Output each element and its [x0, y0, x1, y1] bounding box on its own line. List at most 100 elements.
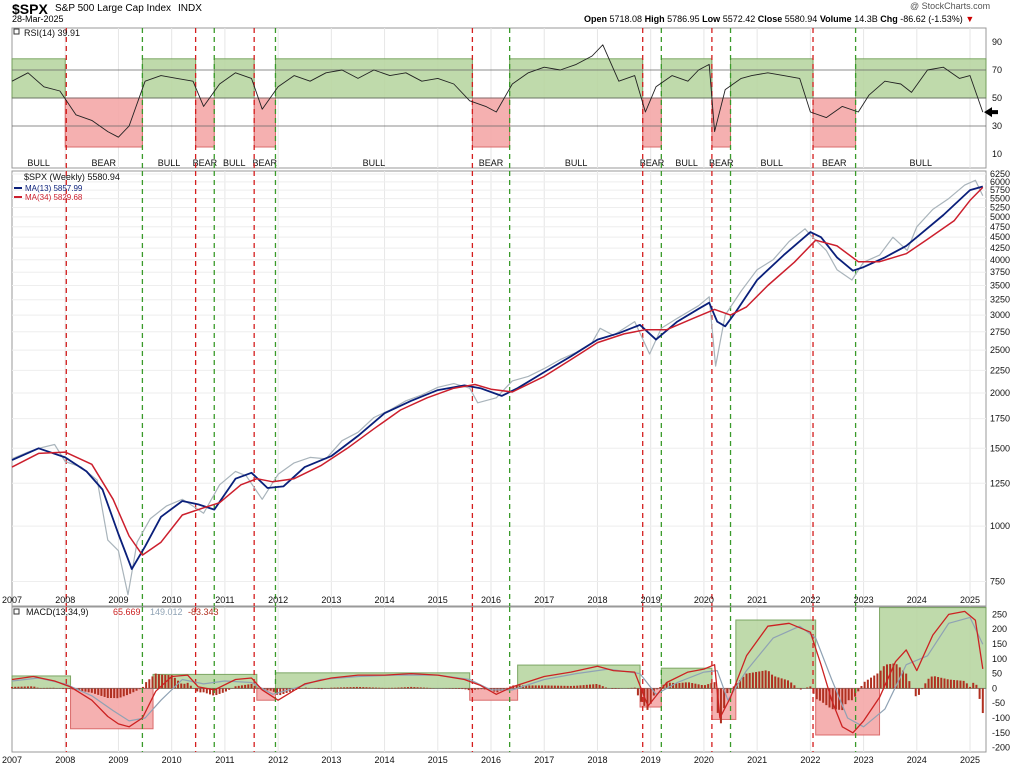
rsi-zone-bull-14 — [855, 58, 987, 99]
down-arrow-icon: ▼ — [965, 14, 975, 24]
rsi-tick-50: 50 — [992, 93, 1002, 103]
price-xtick-2009: 2009 — [108, 595, 128, 605]
macd-xtick-2022: 2022 — [800, 755, 820, 765]
price-xtick-2016: 2016 — [481, 595, 501, 605]
macd-line — [11, 610, 984, 734]
macd-legend-text: MACD(13,34,9) — [26, 607, 89, 617]
rsi-zone-label-7: BEAR — [479, 158, 504, 168]
price-xtick-2012: 2012 — [268, 595, 288, 605]
price-xtick-2023: 2023 — [854, 595, 874, 605]
watermark: @ StockCharts.com — [910, 1, 991, 11]
macd-tick--150: -150 — [992, 728, 1010, 738]
quote-bar: Open 5718.08 High 5786.95 Low 5572.42 Cl… — [584, 14, 974, 24]
exchange: INDX — [178, 3, 202, 14]
macd-tick-200: 200 — [992, 624, 1007, 634]
price-tick-3750: 3750 — [990, 267, 1010, 277]
price-xtick-2025: 2025 — [960, 595, 980, 605]
rsi-zone-bear-9 — [642, 97, 662, 148]
macd-panel: 250 200 150 100 50 0 -50 -100 -150 -200 2007 2008 20… — [2, 606, 1010, 765]
open-label: Open — [584, 14, 608, 24]
price-tick-3500: 3500 — [990, 280, 1010, 290]
macd-tick--200: -200 — [992, 743, 1010, 753]
rsi-zone-bull-2 — [141, 58, 197, 99]
rsi-legend: RSI(14) 39.91 — [13, 28, 80, 38]
price-tick-2250: 2250 — [990, 365, 1010, 375]
macd-xtick-2010: 2010 — [162, 755, 182, 765]
ma34-legend-text: MA(34) 5829.68 — [25, 193, 83, 202]
rsi-zone-bull-8 — [509, 58, 644, 99]
price-tick-4000: 4000 — [990, 255, 1010, 265]
price-tick-6250: 6250 — [990, 169, 1010, 179]
macd-tick-0: 0 — [992, 683, 997, 693]
price-legend-text: $SPX (Weekly) 5580.94 — [24, 172, 120, 182]
rsi-zone-bull-0 — [11, 58, 66, 99]
macd-tick-50: 50 — [992, 669, 1002, 679]
price-tick-2750: 2750 — [990, 327, 1010, 337]
price-tick-5250: 5250 — [990, 203, 1010, 213]
price-xtick-2024: 2024 — [907, 595, 927, 605]
price-xtick-2018: 2018 — [587, 595, 607, 605]
macd-legend-macd-value: 65.669 — [113, 607, 141, 617]
open-value: 5718.08 — [609, 14, 643, 24]
rsi-tick-30: 30 — [992, 121, 1002, 131]
price-legend: $SPX (Weekly) 5580.94 MA(13) 5857.99MA(34… — [14, 172, 120, 202]
price-tick-4750: 4750 — [990, 222, 1010, 232]
ma13-legend-text: MA(13) 5857.99 — [25, 184, 83, 193]
rsi-zone-label-12: BULL — [761, 158, 784, 168]
price-tick-5500: 5500 — [990, 194, 1010, 204]
macd-legend: MACD(13,34,9) 65.669 149.012 -83.343 — [13, 607, 219, 617]
macd-zone-positive-6 — [517, 664, 641, 689]
low-label: Low — [702, 14, 721, 24]
price-tick-5000: 5000 — [990, 212, 1010, 222]
macd-tick-100: 100 — [992, 654, 1007, 664]
rsi-zone-label-6: BULL — [363, 158, 386, 168]
rsi-legend-text: RSI(14) 39.91 — [24, 28, 80, 38]
symbol: $SPX — [12, 1, 48, 17]
high-value: 5786.95 — [667, 14, 700, 24]
rsi-legend-swatch — [13, 28, 20, 35]
price-tick-3000: 3000 — [990, 310, 1010, 320]
macd-tick-250: 250 — [992, 609, 1007, 619]
macd-xtick-2007: 2007 — [2, 755, 22, 765]
price-xtick-2021: 2021 — [747, 595, 767, 605]
index-name: S&P 500 Large Cap Index — [55, 3, 172, 14]
chg-value: -86.62 (-1.53%) — [900, 14, 963, 24]
price-tick-5750: 5750 — [990, 185, 1010, 195]
rsi-tick-90: 90 — [992, 37, 1002, 47]
ma13-line — [11, 185, 984, 570]
chart-date: 28-Mar-2025 — [12, 14, 64, 24]
price-xtick-2019: 2019 — [641, 595, 661, 605]
macd-legend-swatch — [13, 608, 20, 615]
rsi-zone-label-0: BULL — [27, 158, 50, 168]
high-label: High — [644, 14, 665, 24]
macd-xtick-2023: 2023 — [854, 755, 874, 765]
rsi-tick-70: 70 — [992, 65, 1002, 75]
price-line — [11, 179, 984, 596]
macd-legend-signal-value: 149.012 — [150, 607, 183, 617]
rsi-zone-bull-10 — [660, 58, 713, 99]
chart-header: $SPX S&P 500 Large Cap Index INDX 28-Mar… — [0, 0, 1024, 24]
price-xtick-2014: 2014 — [375, 595, 395, 605]
macd-tick--100: -100 — [992, 713, 1010, 723]
rsi-zone-label-14: BULL — [910, 158, 933, 168]
price-tick-1250: 1250 — [990, 478, 1010, 488]
rsi-tick-10: 10 — [992, 149, 1002, 159]
macd-tick--50: -50 — [992, 698, 1005, 708]
rsi-zone-label-5: BEAR — [253, 158, 278, 168]
macd-xtick-2020: 2020 — [694, 755, 714, 765]
macd-xtick-2008: 2008 — [55, 755, 75, 765]
macd-xtick-2013: 2013 — [321, 755, 341, 765]
price-tick-2500: 2500 — [990, 345, 1010, 355]
rsi-zone-bull-6 — [274, 58, 473, 99]
rsi-current-arrow-icon — [984, 107, 998, 118]
price-tick-4250: 4250 — [990, 243, 1010, 253]
rsi-line — [11, 44, 984, 138]
rsi-zone-label-8: BULL — [565, 158, 588, 168]
macd-xtick-2014: 2014 — [375, 755, 395, 765]
rsi-zone-label-11: BEAR — [709, 158, 734, 168]
rsi-zone-label-4: BULL — [223, 158, 246, 168]
price-xtick-2022: 2022 — [800, 595, 820, 605]
price-tick-1750: 1750 — [990, 414, 1010, 424]
